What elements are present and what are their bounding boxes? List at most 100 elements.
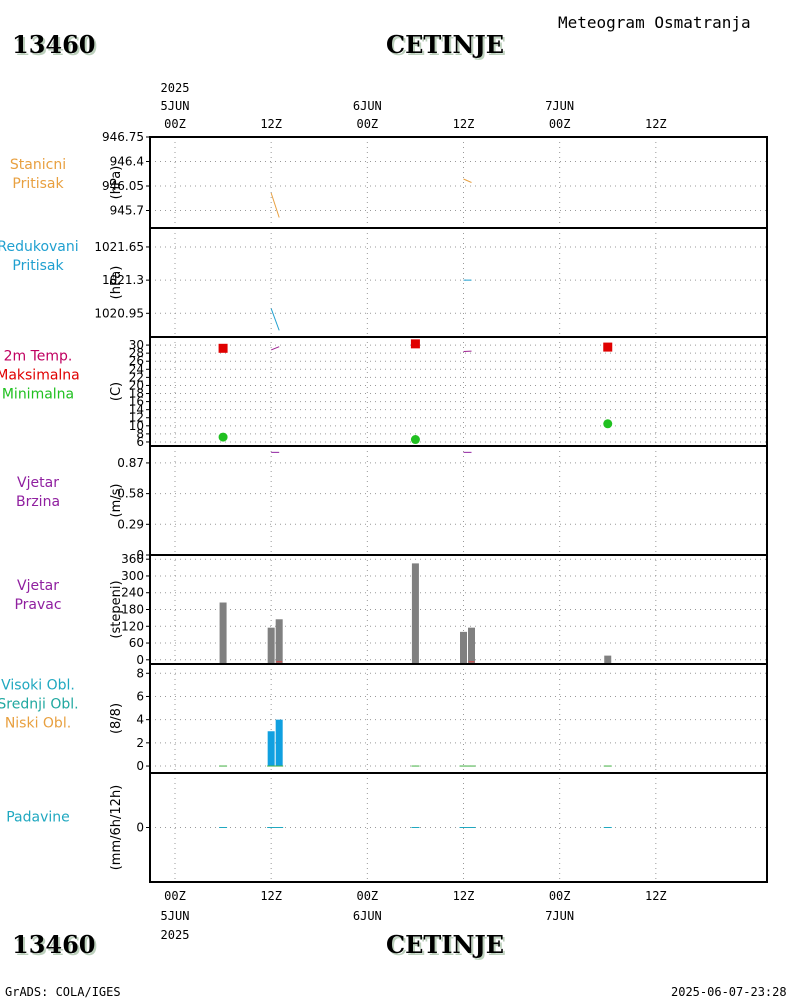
y-tick-label: 180 bbox=[121, 603, 144, 617]
cloud-cover-label: Srednji Obl. bbox=[0, 697, 79, 713]
max-temp-point bbox=[603, 342, 613, 352]
y-tick-label: 0 bbox=[136, 821, 144, 835]
date-label-top: 5JUN bbox=[161, 99, 190, 113]
hour-label-bottom: 00Z bbox=[164, 889, 186, 903]
hour-label-top: 12Z bbox=[645, 117, 667, 131]
y-tick-label: 0.29 bbox=[117, 517, 144, 531]
y-tick-label: 24 bbox=[129, 362, 144, 376]
station-id-top: 13460 bbox=[12, 30, 96, 59]
meteogram-title: Meteogram Osmatranja bbox=[558, 13, 751, 32]
hour-label-bottom: 12Z bbox=[453, 889, 475, 903]
y-tick-label: 946.75 bbox=[102, 130, 144, 144]
wind-direction-bar bbox=[460, 631, 467, 664]
max-temp-point bbox=[218, 343, 228, 353]
reduced-pressure-label: Redukovani bbox=[0, 239, 79, 255]
min-temp-point bbox=[603, 419, 613, 429]
y-tick-label: 4 bbox=[136, 713, 144, 727]
y-tick-label: 0 bbox=[136, 653, 144, 667]
date-label-bottom: 6JUN bbox=[353, 909, 382, 923]
wind-direction-bar bbox=[267, 627, 275, 664]
wind-direction-label: Vjetar bbox=[17, 578, 59, 594]
precipitation-label: Padavine bbox=[6, 810, 70, 826]
hour-label-top: 00Z bbox=[549, 117, 571, 131]
cloud-cover-bar bbox=[267, 731, 275, 767]
y-tick-label: 0 bbox=[136, 548, 144, 562]
y-tick-label: 20 bbox=[129, 378, 144, 392]
wind-direction-bar bbox=[468, 627, 476, 664]
hour-label-top: 00Z bbox=[356, 117, 378, 131]
y-tick-label: 945.7 bbox=[110, 204, 144, 218]
y-tick-label: 26 bbox=[129, 354, 144, 368]
hour-label-bottom: 00Z bbox=[356, 889, 378, 903]
wind-speed-label: Vjetar bbox=[17, 475, 59, 491]
station-pressure-unit-label: (hPa) bbox=[109, 166, 124, 200]
y-tick-label: 120 bbox=[121, 619, 144, 633]
y-tick-label: 300 bbox=[121, 569, 144, 583]
wind-direction-label: Pravac bbox=[14, 597, 61, 613]
station-pressure-label: Pritisak bbox=[12, 176, 64, 192]
reduced-pressure-line-segment bbox=[270, 308, 280, 331]
y-tick-label: 18 bbox=[129, 387, 144, 401]
hour-label-top: 12Z bbox=[260, 117, 282, 131]
wind-direction-bar bbox=[604, 655, 612, 664]
hour-label-bottom: 12Z bbox=[260, 889, 282, 903]
temperature-label: 2m Temp. bbox=[4, 349, 73, 365]
temp-2m-segment bbox=[270, 346, 280, 351]
y-tick-label: 14 bbox=[129, 403, 144, 417]
y-tick-label: 1021.3 bbox=[102, 273, 144, 287]
station-pressure-label: Stanicni bbox=[10, 157, 66, 173]
y-tick-label: 240 bbox=[121, 586, 144, 600]
date-label-top: 7JUN bbox=[545, 99, 574, 113]
cloud-cover-label: Visoki Obl. bbox=[1, 678, 75, 694]
y-tick-label: 946.05 bbox=[102, 179, 144, 193]
temperature-label: Minimalna bbox=[2, 387, 74, 403]
min-temp-point bbox=[218, 432, 228, 442]
y-tick-label: 0.87 bbox=[117, 456, 144, 470]
y-tick-label: 8 bbox=[136, 666, 144, 680]
hour-label-bottom: 12Z bbox=[645, 889, 667, 903]
y-tick-label: 0.58 bbox=[117, 487, 144, 501]
y-tick-label: 16 bbox=[129, 395, 144, 409]
date-label-bottom: 5JUN bbox=[161, 909, 190, 923]
cloud-cover-bar bbox=[275, 719, 283, 767]
y-tick-label: 0 bbox=[136, 759, 144, 773]
reduced-pressure-unit-label: (hPa) bbox=[109, 266, 124, 300]
reduced-pressure-label: Pritisak bbox=[12, 258, 64, 274]
wind-direction-bar bbox=[275, 619, 283, 664]
temperature-label: Maksimalna bbox=[0, 368, 80, 384]
station-pressure-line-segment bbox=[270, 192, 280, 218]
y-tick-label: 360 bbox=[121, 552, 144, 566]
precipitation-unit-label: (mm/6h/12h) bbox=[109, 785, 124, 871]
y-tick-label: 30 bbox=[129, 338, 144, 352]
wind-speed-label: Brzina bbox=[16, 494, 60, 510]
date-label-bottom: 7JUN bbox=[545, 909, 574, 923]
station-name-bottom: CETINJE bbox=[386, 930, 505, 959]
temperature-panel-frame bbox=[149, 336, 768, 447]
y-tick-label: 6 bbox=[136, 435, 144, 449]
wind-speed-unit-label: (m/s) bbox=[109, 484, 124, 518]
generation-timestamp: 2025-06-07-23:28 bbox=[671, 985, 787, 999]
y-tick-label: 60 bbox=[129, 636, 144, 650]
cloud-cover-panel-frame bbox=[149, 663, 768, 774]
year-label-bottom: 2025 bbox=[161, 928, 190, 942]
y-tick-label: 1020.95 bbox=[94, 306, 144, 320]
y-tick-label: 12 bbox=[129, 411, 144, 425]
station-id-bottom: 13460 bbox=[12, 930, 96, 959]
station-pressure-line-segment bbox=[463, 178, 472, 183]
station-name-top: CETINJE bbox=[386, 30, 505, 59]
wind-direction-bar bbox=[219, 602, 227, 664]
cloud-cover-label: Niski Obl. bbox=[5, 716, 71, 732]
station-pressure-panel-frame bbox=[149, 136, 768, 229]
max-temp-point bbox=[410, 339, 420, 349]
y-tick-label: 1021.65 bbox=[94, 240, 144, 254]
wind-direction-bar bbox=[411, 563, 419, 664]
y-tick-label: 2 bbox=[136, 736, 144, 750]
temperature-unit-label: (C) bbox=[109, 382, 124, 401]
wind-direction-unit-label: (stepeni) bbox=[109, 580, 124, 638]
y-tick-label: 6 bbox=[136, 689, 144, 703]
cloud-cover-unit-label: (8/8) bbox=[109, 703, 124, 734]
wind-direction-panel-frame bbox=[149, 554, 768, 665]
hour-label-bottom: 00Z bbox=[549, 889, 571, 903]
hour-label-top: 12Z bbox=[453, 117, 475, 131]
